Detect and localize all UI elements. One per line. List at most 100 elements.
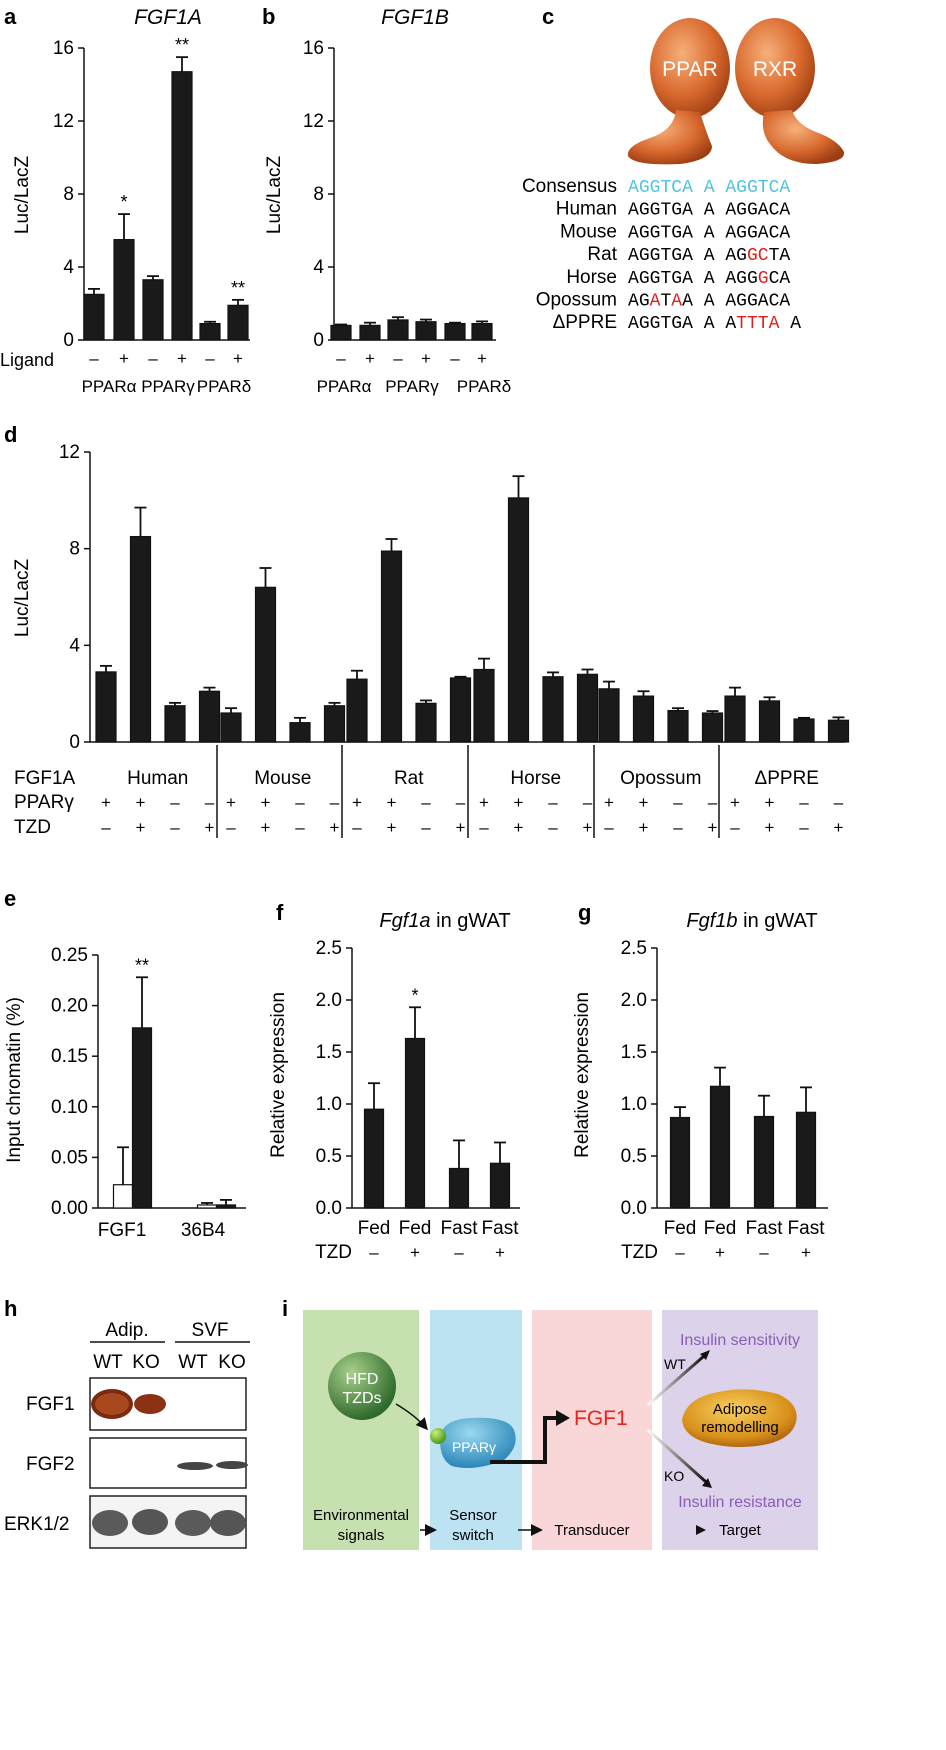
tzd-sign: – bbox=[352, 818, 362, 837]
bar-ΔPPRE-2 bbox=[758, 700, 781, 743]
sequence-name: Rat bbox=[587, 244, 617, 265]
pparg-to-fgf1-arrow bbox=[490, 1416, 560, 1464]
y-tick-label: 2.0 bbox=[621, 990, 647, 1011]
band-erk-1 bbox=[92, 1510, 128, 1536]
sequence-name: Opossum bbox=[536, 290, 617, 311]
bar-Opossum-2 bbox=[632, 695, 655, 743]
significance-star: * bbox=[411, 985, 418, 1005]
species-label: Opossum bbox=[620, 768, 701, 789]
pparg-sign: – bbox=[708, 793, 718, 812]
category-label: Fast bbox=[441, 1218, 479, 1239]
panel-letter-a: a bbox=[4, 4, 17, 29]
y-tick-label: 8 bbox=[69, 539, 80, 560]
significance-star: ** bbox=[231, 278, 245, 298]
significance-star: ** bbox=[135, 955, 149, 975]
y-tick-label: 8 bbox=[63, 184, 74, 205]
panel-f: f Fgf1a in gWAT Relative expression 0.00… bbox=[268, 900, 520, 1263]
category-label: Fast bbox=[746, 1218, 784, 1239]
pparg-sign: + bbox=[765, 793, 775, 812]
ligand-bead-icon bbox=[430, 1428, 446, 1444]
bar-36B4-control bbox=[196, 1204, 218, 1209]
y-tick-label: 4 bbox=[69, 635, 80, 656]
y-tick-label: 0.10 bbox=[51, 1097, 88, 1118]
rxr-protein: RXR bbox=[735, 18, 845, 164]
sign: + bbox=[365, 349, 375, 368]
bar-Rat-3 bbox=[415, 702, 437, 743]
species-label: Rat bbox=[394, 768, 424, 789]
hfd-tzd-ball-icon bbox=[328, 1352, 396, 1420]
category-label: Fed bbox=[664, 1218, 697, 1239]
ligand-sign: – bbox=[89, 349, 99, 368]
significance-star: ** bbox=[175, 35, 189, 55]
panel-letter-h: h bbox=[4, 1296, 17, 1321]
tzd-sign: – bbox=[170, 818, 180, 837]
y-tick-label: 12 bbox=[303, 111, 324, 132]
category-label: Fast bbox=[482, 1218, 520, 1239]
band-fgf1-ko bbox=[134, 1394, 166, 1414]
group-label: PPARα bbox=[82, 377, 137, 396]
bar-Fed-– bbox=[363, 1108, 385, 1209]
bar-PPARα-– bbox=[330, 324, 352, 341]
bar-Human-4 bbox=[198, 690, 221, 743]
tzd-sign: + bbox=[495, 1243, 505, 1262]
tzd-sign: + bbox=[456, 818, 466, 837]
panel-g-axis: 0.0 0.5 1.0 1.5 2.0 2.5 bbox=[621, 938, 828, 1219]
tzd-sign: – bbox=[454, 1243, 464, 1262]
y-tick-label: 0.0 bbox=[621, 1198, 647, 1219]
tzd-sign: + bbox=[834, 818, 844, 837]
bar-Fed-– bbox=[669, 1116, 691, 1209]
bar-Opossum-4 bbox=[701, 712, 724, 743]
pparg-sign: + bbox=[639, 793, 649, 812]
panel-e: e Input chromatin (%) 0.000.050.100.150.… bbox=[4, 886, 246, 1241]
pparg-receptor-icon bbox=[440, 1417, 516, 1468]
bar-Fast-– bbox=[448, 1167, 470, 1209]
adipose-label: Adipose bbox=[713, 1401, 767, 1418]
sign: – bbox=[336, 349, 346, 368]
bar-Mouse-2 bbox=[254, 586, 277, 743]
y-tick-label: 1.5 bbox=[621, 1042, 647, 1063]
bar-Fast-+ bbox=[795, 1111, 817, 1209]
y-tick-label: 0.00 bbox=[51, 1198, 88, 1219]
tzd-sign: – bbox=[101, 818, 111, 837]
y-tick-label: 0 bbox=[313, 330, 324, 351]
bar-Human-2 bbox=[129, 535, 152, 743]
hfd-label: HFD bbox=[346, 1371, 379, 1388]
panel-g-bars: Fed–Fed+Fast–Fast+TZD bbox=[621, 1066, 825, 1263]
pparg-sign: – bbox=[421, 793, 431, 812]
ppar-label: PPAR bbox=[662, 58, 718, 81]
species-label: Human bbox=[127, 768, 188, 789]
bar-FGF1-treated bbox=[131, 1027, 153, 1209]
y-tick-label: 8 bbox=[313, 184, 324, 205]
sequence-Horse: AGGTGA A AGGGCA bbox=[628, 269, 790, 289]
lane-ko-2: KO bbox=[218, 1352, 245, 1373]
panel-f-bars: Fed–*Fed+Fast–Fast+TZD bbox=[315, 985, 519, 1263]
tzd-sign: – bbox=[369, 1243, 379, 1262]
pparg-sign: + bbox=[226, 793, 236, 812]
bar-Rat-2 bbox=[380, 550, 403, 743]
bar-PPARα-+ bbox=[359, 324, 381, 341]
tzd-sign: – bbox=[295, 818, 305, 837]
bar-PPARγ-+ bbox=[171, 71, 193, 341]
tzd-sign: + bbox=[410, 1243, 420, 1262]
blot-label-fgf2: FGF2 bbox=[26, 1454, 75, 1475]
species-label: Mouse bbox=[254, 768, 311, 789]
environmental-label: Environmental bbox=[313, 1507, 409, 1524]
bar-Mouse-3 bbox=[289, 722, 311, 743]
sequence-ΔPPRE: AGGTGA A ATTTA A bbox=[628, 314, 801, 334]
panel-g-title: Fgf1b in gWAT bbox=[686, 910, 817, 932]
tzd-sign: + bbox=[765, 818, 775, 837]
y-tick-label: 0 bbox=[69, 732, 80, 753]
bar-Fast-+ bbox=[489, 1162, 511, 1209]
bar-Human-3 bbox=[164, 705, 186, 743]
tzd-sign: – bbox=[604, 818, 614, 837]
pparg-sign: – bbox=[583, 793, 593, 812]
tzd-sign: + bbox=[136, 818, 146, 837]
ppar-protein: PPAR bbox=[627, 18, 730, 165]
pparg-sign: – bbox=[456, 793, 466, 812]
tzd-sign: – bbox=[673, 818, 683, 837]
panel-letter-b: b bbox=[262, 4, 275, 29]
sequence-Rat: AGGTGA A AGGCTA bbox=[628, 246, 790, 266]
